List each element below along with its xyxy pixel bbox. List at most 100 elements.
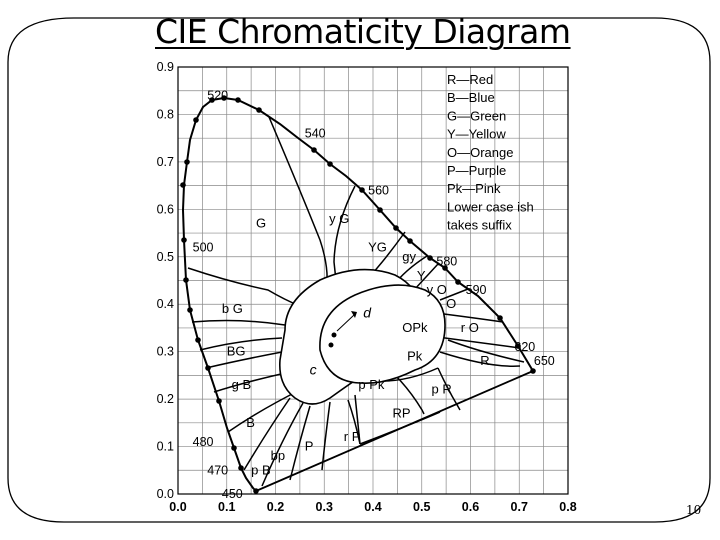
wavelength-dot (235, 97, 241, 103)
region-label: d (363, 305, 372, 321)
region-label: bp (271, 448, 285, 463)
wavelength-markers (180, 95, 536, 494)
wavelength-dot (184, 159, 190, 165)
wavelength-label: 480 (193, 435, 214, 449)
region-label: YG (368, 239, 387, 254)
region-label: OPk (402, 320, 428, 335)
x-tick-label: 0.5 (413, 500, 430, 514)
region-label: gy (402, 249, 416, 264)
wavelength-dot (193, 117, 199, 123)
legend-entry: R—Red (447, 72, 493, 87)
region-label: r P (344, 429, 361, 444)
wavelength-label: 520 (207, 88, 228, 102)
axis-tick-labels: 0.0 0.1 0.2 0.3 0.4 0.5 0.6 0.7 0.8 0.0 0.1 0.2 0.3 0… (157, 60, 577, 514)
wavelength-dot (209, 97, 215, 103)
wavelength-dot (530, 368, 536, 374)
region-label: BG (227, 344, 246, 359)
wavelength-dot (180, 182, 186, 188)
page-number: 10 (686, 503, 702, 517)
legend: R—Red B—Blue G—Green Y—Yellow O—Orange P—Purp… (447, 72, 534, 233)
wavelength-label: 470 (207, 463, 228, 477)
plot-frame (177, 66, 569, 495)
wavelength-label: 540 (305, 126, 326, 140)
wavelength-dot (195, 337, 201, 343)
region-label: p B (251, 462, 271, 477)
slide-title: CIE Chromaticity Diagram (155, 12, 571, 51)
wavelength-dot (253, 488, 259, 494)
x-tick-label: 0.8 (559, 500, 576, 514)
inner-ellipse (319, 284, 446, 385)
y-tick-label: 0.1 (157, 440, 174, 454)
region-label: b G (222, 301, 243, 316)
region-label: G (256, 216, 266, 231)
dominant-wavelength-arrow (336, 314, 355, 332)
wavelength-label: 580 (436, 255, 457, 269)
legend-entry: P—Purple (447, 163, 506, 178)
wavelength-dot (455, 279, 461, 285)
point-c (328, 342, 334, 348)
wavelength-dot (327, 161, 333, 167)
arrow-head (351, 311, 357, 318)
y-tick-label: 0.9 (157, 60, 174, 74)
wavelength-dot (427, 255, 433, 261)
y-tick-label: 0.6 (157, 202, 174, 216)
wavelength-dot (497, 315, 503, 321)
x-tick-label: 0.3 (316, 500, 333, 514)
wavelength-dot (216, 398, 222, 404)
region-label: R (480, 353, 489, 368)
wavelength-label: 450 (222, 487, 243, 501)
wavelength-dot (231, 445, 237, 451)
x-tick-label: 0.6 (462, 500, 479, 514)
region-label: P (305, 439, 314, 454)
y-tick-label: 0.3 (157, 345, 174, 359)
y-tick-label: 0.8 (157, 107, 174, 121)
wavelength-dot (377, 207, 383, 213)
x-tick-label: 0.7 (511, 500, 528, 514)
y-tick-label: 0.0 (157, 487, 174, 501)
y-tick-label: 0.7 (157, 155, 174, 169)
region-label: c (310, 362, 317, 378)
wavelength-dot (407, 238, 413, 244)
wavelength-label: 650 (534, 354, 555, 368)
wavelength-label: 620 (514, 340, 535, 354)
wavelength-dot (256, 107, 262, 113)
x-tick-label: 0.0 (169, 500, 186, 514)
legend-entry: Y—Yellow (447, 127, 506, 142)
wavelength-dot (181, 237, 187, 243)
wavelength-dot (393, 225, 399, 231)
region-label: Y (417, 268, 426, 283)
legend-entry: Pk—Pink (447, 181, 501, 196)
region-label: y O (427, 282, 447, 297)
wavelength-dot (221, 95, 227, 101)
wavelength-dot (359, 187, 365, 193)
x-tick-label: 0.1 (218, 500, 235, 514)
spectral-locus (181, 96, 534, 492)
legend-entry: Lower case ish (447, 199, 534, 214)
region-label: p R (432, 382, 452, 397)
region-label: y G (329, 211, 349, 226)
y-tick-label: 0.4 (157, 297, 174, 311)
region-label: RP (393, 405, 411, 420)
wavelength-dot (187, 307, 193, 313)
point-d (331, 332, 337, 338)
wavelength-label: 560 (368, 183, 389, 197)
wavelength-dot (183, 277, 189, 283)
region-label: g B (232, 377, 252, 392)
wavelength-dot (442, 265, 448, 271)
legend-entry: O—Orange (447, 145, 513, 160)
legend-entry: G—Green (447, 108, 506, 123)
region-label: p Pk (358, 377, 385, 392)
y-tick-label: 0.5 (157, 250, 174, 264)
y-tick-label: 0.2 (157, 392, 174, 406)
wavelength-dot (311, 147, 317, 153)
wavelength-dot (238, 465, 244, 471)
wavelength-label: 590 (466, 283, 487, 297)
region-label: O (446, 296, 456, 311)
region-label: Pk (407, 348, 423, 363)
legend-entry: takes suffix (447, 218, 512, 233)
x-tick-label: 0.2 (267, 500, 284, 514)
